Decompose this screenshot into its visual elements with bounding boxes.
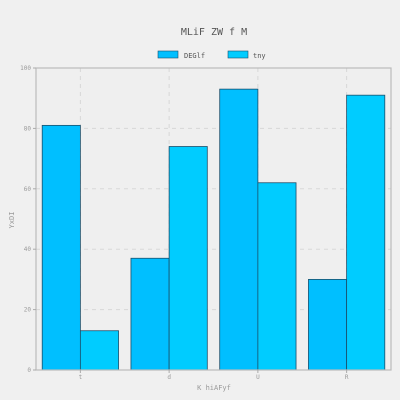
y-tick-label: 100 [20, 65, 31, 72]
legend-label-series-2: tny [253, 52, 266, 60]
bar-series-1-R [308, 278, 348, 371]
x-axis-label: K hiAFyf [197, 384, 231, 392]
bar-series-2-d [168, 146, 208, 371]
legend: DEGlf tny [157, 50, 266, 60]
x-tick-label: d [167, 374, 171, 381]
bar-series-2-t [79, 330, 119, 371]
y-axis-ticks: 0 20 40 60 80 100 [20, 65, 36, 374]
bar-series-2-U [257, 182, 297, 371]
plot-frame [35, 67, 392, 371]
legend-swatch-series-2 [227, 50, 249, 59]
bar-series-2-R [346, 94, 386, 371]
bar-series-1-d [130, 257, 170, 371]
y-tick-label: 60 [24, 186, 32, 193]
y-axis-label: YxDI [8, 212, 16, 229]
y-tick-label: 80 [24, 125, 32, 132]
x-tick-label: U [256, 374, 260, 381]
legend-label-series-1: DEGlf [184, 52, 205, 60]
y-tick-label: 20 [24, 307, 32, 314]
y-tick-label: 0 [27, 367, 31, 374]
bars [41, 88, 386, 371]
x-tick-label: R [345, 374, 349, 381]
legend-swatch-series-1 [157, 50, 179, 59]
chart-title: MLiF ZW f M [181, 27, 247, 38]
y-tick-label: 40 [24, 246, 32, 253]
bar-series-1-t [41, 124, 81, 371]
bar-series-1-U [219, 88, 259, 371]
x-tick-label: t [79, 374, 83, 381]
